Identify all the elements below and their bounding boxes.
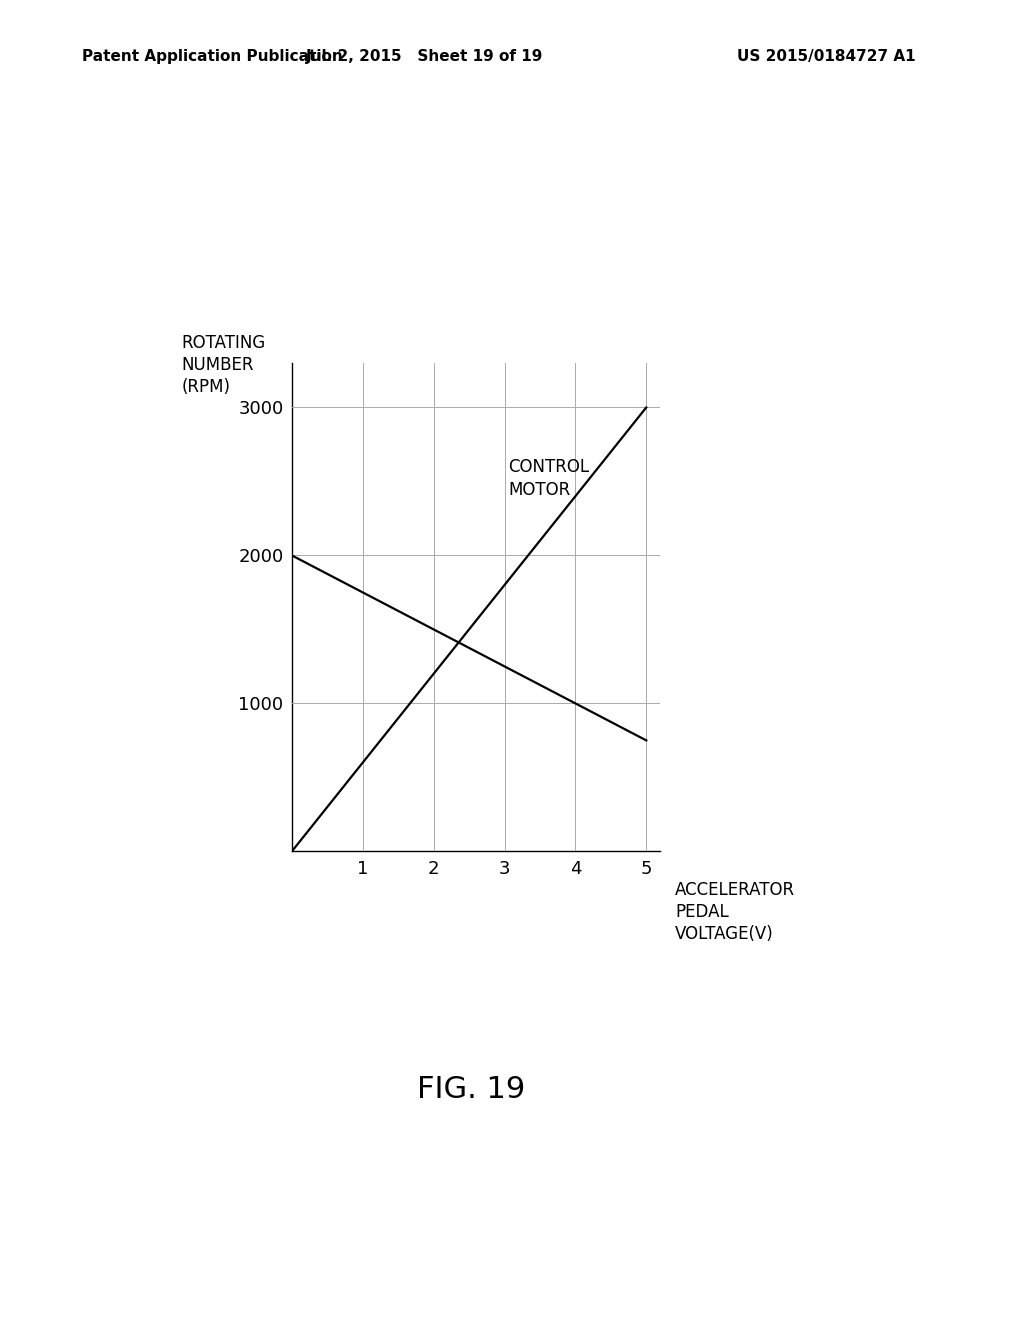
Text: ROTATING
NUMBER
(RPM): ROTATING NUMBER (RPM): [181, 334, 265, 396]
Text: Patent Application Publication: Patent Application Publication: [82, 49, 343, 65]
Text: Jul. 2, 2015   Sheet 19 of 19: Jul. 2, 2015 Sheet 19 of 19: [306, 49, 544, 65]
Text: FIG. 19: FIG. 19: [417, 1074, 525, 1104]
Text: US 2015/0184727 A1: US 2015/0184727 A1: [737, 49, 915, 65]
Text: CONTROL
MOTOR: CONTROL MOTOR: [508, 458, 589, 499]
Text: ACCELERATOR
PEDAL
VOLTAGE(V): ACCELERATOR PEDAL VOLTAGE(V): [675, 880, 796, 942]
